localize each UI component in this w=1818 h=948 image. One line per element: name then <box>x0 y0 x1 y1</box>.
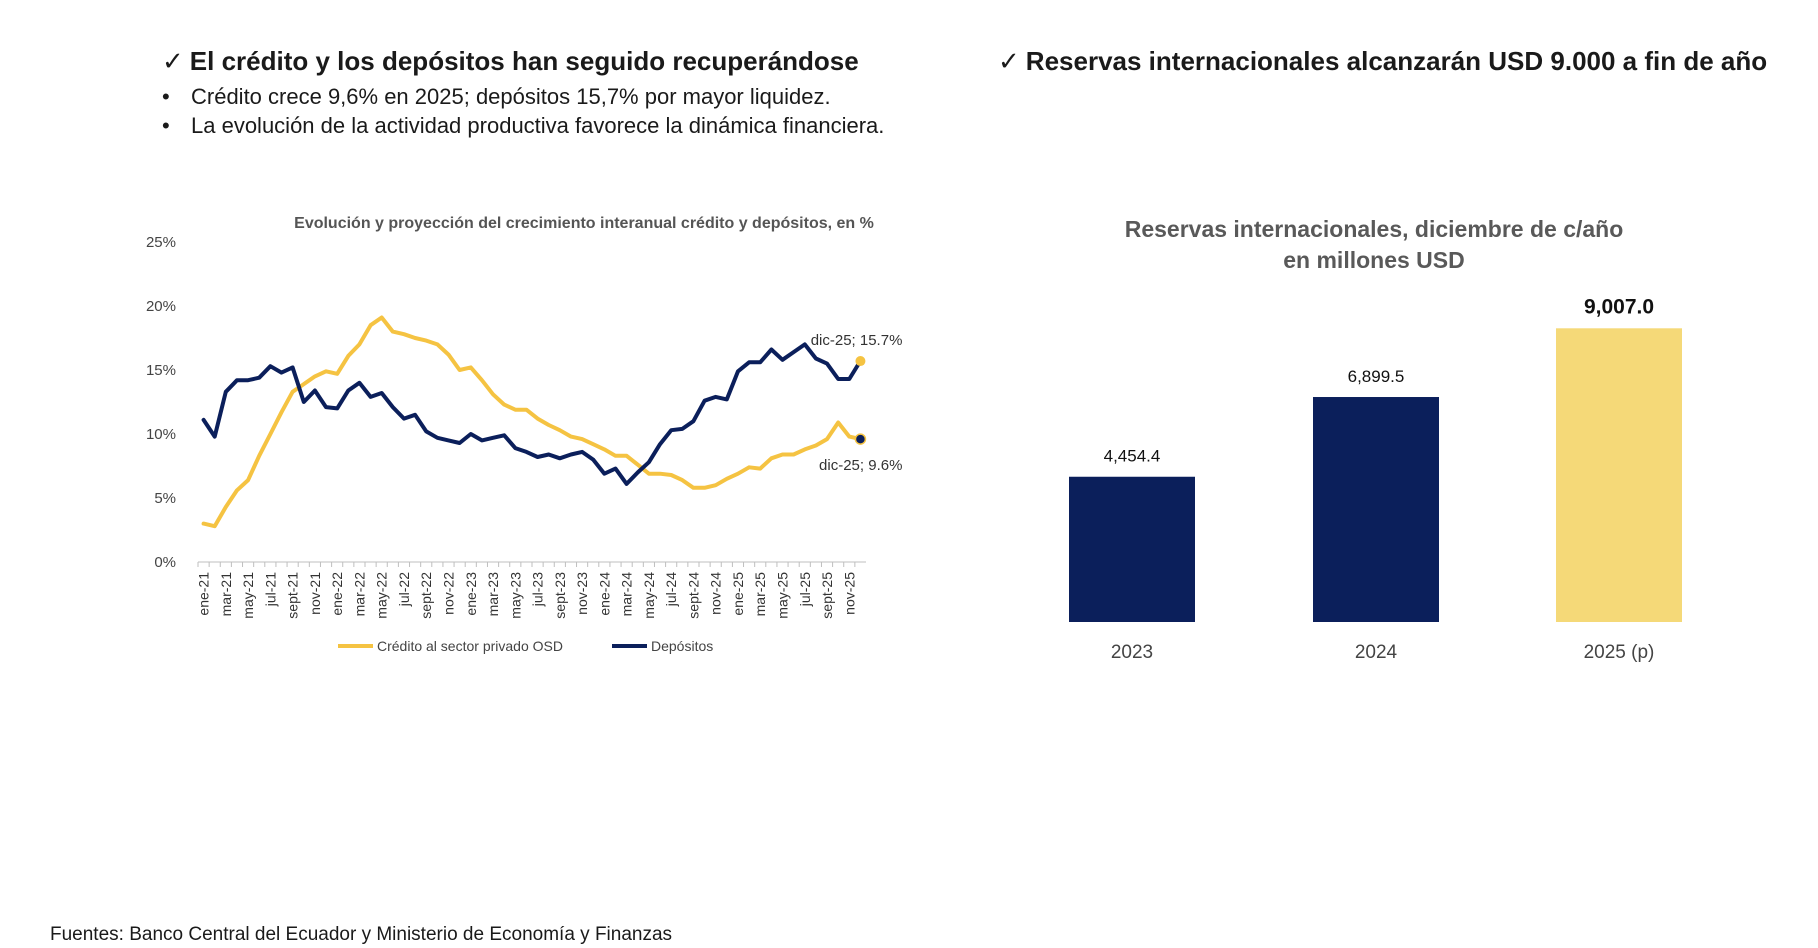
left-bullet-list: Crédito crece 9,6% en 2025; depósitos 15… <box>162 82 884 140</box>
footer-sources: Fuentes: Banco Central del Ecuador y Min… <box>50 924 673 945</box>
x-tick-label: sept-21 <box>285 572 301 619</box>
x-tick-label: jul-25 <box>797 572 813 607</box>
x-tick-label: may-25 <box>775 572 791 619</box>
series-line-credito <box>201 315 863 529</box>
legend-label-depositos: Depósitos <box>651 638 713 654</box>
x-tick-label: mar-21 <box>218 572 234 617</box>
x-tick-label: mar-23 <box>485 572 501 617</box>
x-tick-label: nov-24 <box>708 572 724 615</box>
y-tick-label: 10% <box>146 426 176 443</box>
bar-value-label: 4,454.4 <box>1104 447 1161 466</box>
x-tick-label: sept-23 <box>552 572 568 619</box>
check-icon: ✓ <box>162 46 184 76</box>
bar-2023 <box>1069 476 1195 622</box>
bullet-actividad: La evolución de la actividad productiva … <box>162 111 884 140</box>
bar-2024 <box>1313 397 1439 622</box>
x-tick-label: sept-22 <box>418 572 434 619</box>
series-line-depositos <box>201 342 863 486</box>
right-heading-text: Reservas internacionales alcanzarán USD … <box>1025 46 1768 76</box>
x-tick-label: may-22 <box>374 572 390 619</box>
right-heading: ✓ Reservas internacionales alcanzarán USD… <box>998 46 1767 77</box>
x-tick-label: ene-21 <box>196 572 212 616</box>
bar-chart-title: Reservas internacionales, diciembre de c… <box>1125 216 1624 242</box>
x-tick-label: ene-23 <box>463 572 479 616</box>
x-tick-label: jul-21 <box>262 572 278 607</box>
bar-category-label: 2023 <box>1111 642 1153 663</box>
check-icon: ✓ <box>998 46 1020 76</box>
legend-label-credito: Crédito al sector privado OSD <box>377 638 563 654</box>
x-tick-label: nov-25 <box>841 572 857 615</box>
bar-category-label: 2024 <box>1355 642 1398 663</box>
x-tick-label: mar-25 <box>752 572 768 617</box>
data-label: dic-25; 9.6% <box>819 457 902 474</box>
end-marker-depositos <box>855 356 866 367</box>
x-tick-label: may-23 <box>507 572 523 619</box>
end-marker-credito <box>854 433 867 445</box>
x-tick-label: sept-25 <box>819 572 835 619</box>
bar-chart-subtitle: en millones USD <box>1283 247 1464 273</box>
x-tick-label: may-21 <box>240 572 256 619</box>
x-tick-label: sept-24 <box>685 572 701 619</box>
x-tick-label: jul-23 <box>530 572 546 607</box>
x-tick-label: may-24 <box>641 572 657 619</box>
y-tick-label: 0% <box>154 554 176 571</box>
left-heading-text: El crédito y los depósitos han seguido r… <box>189 46 859 76</box>
bar-value-label: 6,899.5 <box>1348 367 1405 386</box>
data-label: dic-25; 15.7% <box>811 332 903 349</box>
x-tick-label: nov-23 <box>574 572 590 615</box>
left-heading: ✓ El crédito y los depósitos han seguido … <box>162 46 859 77</box>
x-tick-label: nov-21 <box>307 572 323 615</box>
x-tick-label: nov-22 <box>441 572 457 615</box>
x-tick-label: ene-22 <box>329 572 345 616</box>
y-tick-label: 25% <box>146 234 176 251</box>
line-chart-title: Evolución y proyección del crecimiento i… <box>294 215 874 232</box>
x-tick-label: jul-22 <box>396 572 412 607</box>
bar-value-label: 9,007.0 <box>1584 295 1654 318</box>
bar-category-label: 2025 (p) <box>1584 642 1655 663</box>
y-tick-label: 20% <box>146 298 176 315</box>
x-tick-label: mar-24 <box>619 572 635 617</box>
bullet-credito: Crédito crece 9,6% en 2025; depósitos 15… <box>162 82 884 111</box>
x-tick-label: ene-24 <box>596 572 612 616</box>
x-tick-label: ene-25 <box>730 572 746 616</box>
x-tick-label: mar-22 <box>351 572 367 617</box>
y-tick-label: 15% <box>146 362 176 379</box>
bar-2025p <box>1556 328 1682 622</box>
x-tick-label: jul-24 <box>663 572 679 607</box>
y-tick-label: 5% <box>154 490 176 507</box>
